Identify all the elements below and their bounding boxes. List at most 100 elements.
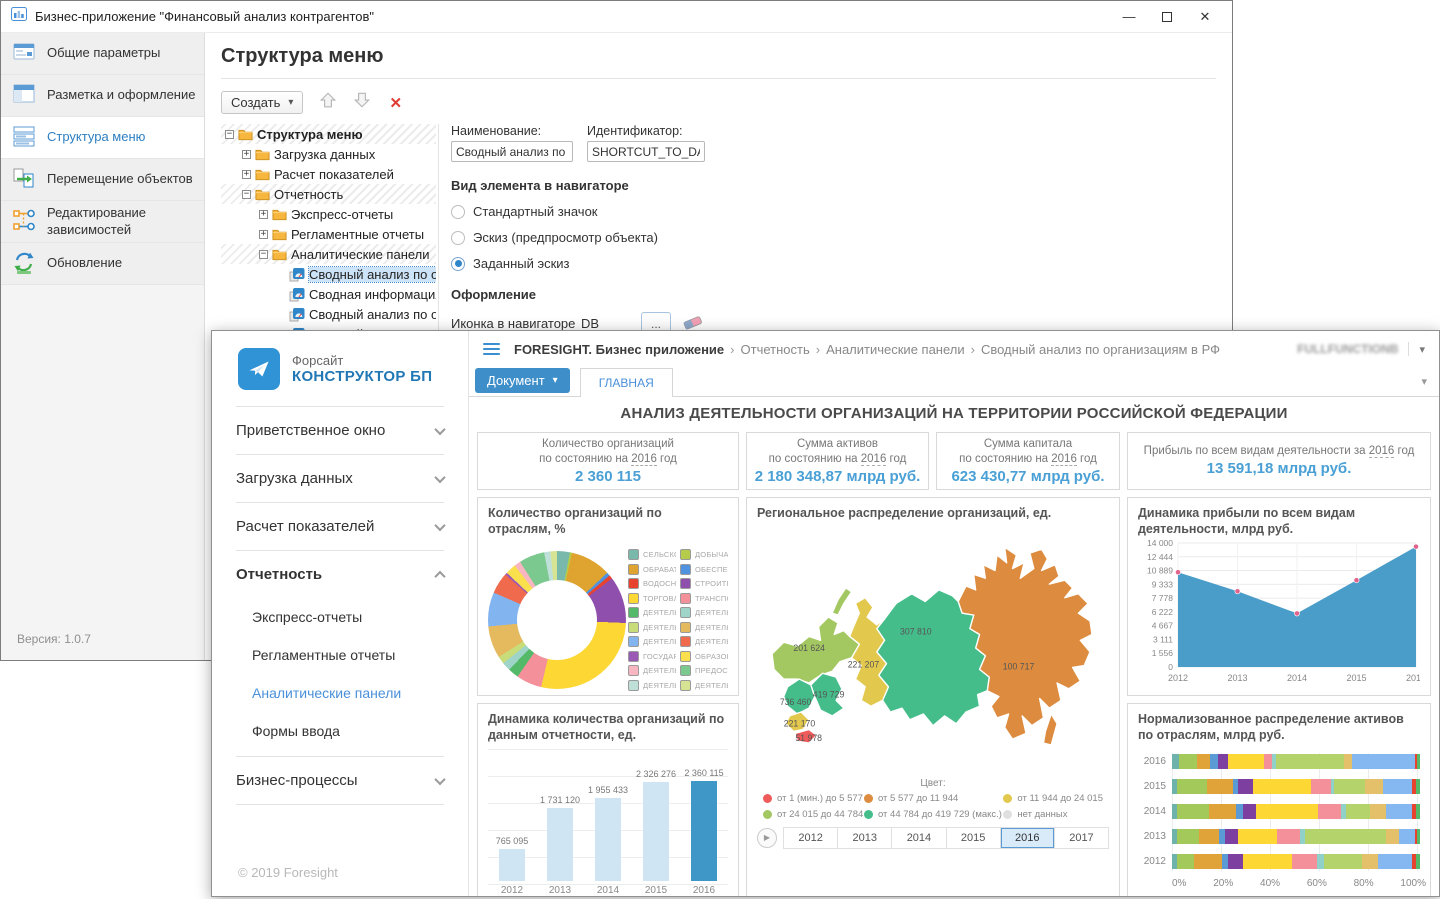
bar-segment <box>1176 829 1200 845</box>
map-region-central[interactable] <box>783 677 816 715</box>
bar[interactable] <box>691 781 717 882</box>
tree-row[interactable]: + Расчет показателей <box>221 164 436 184</box>
map-region-northwest-islands[interactable] <box>831 586 853 616</box>
tree-row[interactable]: − Аналитические панели <box>221 244 436 264</box>
map-region-urals[interactable] <box>848 596 890 707</box>
expand-icon[interactable]: + <box>259 228 268 239</box>
timeline-year[interactable]: 2014 <box>892 827 947 848</box>
bar[interactable] <box>499 849 525 882</box>
collapse-icon[interactable]: − <box>225 128 234 139</box>
sidebar-item-input-forms[interactable]: Формы ввода <box>252 723 340 739</box>
bar-column[interactable]: 1 955 433 2014 <box>584 749 632 896</box>
name-input[interactable] <box>451 141 573 162</box>
toolbar-caret-icon[interactable]: ▾ <box>1421 376 1427 388</box>
breadcrumb-root[interactable]: FORESIGHT. Бизнес приложение <box>514 341 725 357</box>
chevron-down-icon <box>434 519 446 531</box>
sidebar-item-analytic-panels[interactable]: Аналитические панели <box>252 685 402 701</box>
bar[interactable] <box>643 782 669 882</box>
bar-value-label: 1 955 433 <box>587 785 629 796</box>
bar[interactable] <box>595 798 621 882</box>
sidebar-item-regulated-reports[interactable]: Регламентные отчеты <box>252 647 396 663</box>
map-region-island[interactable] <box>1042 712 1058 746</box>
tree-row[interactable]: + Загрузка данных <box>221 144 436 164</box>
collapse-icon[interactable]: − <box>242 188 251 199</box>
bar-segment <box>1414 829 1418 845</box>
stacked-bar[interactable] <box>1172 804 1420 820</box>
legend-swatch <box>680 592 691 604</box>
timeline-year[interactable]: 2016 <box>1000 827 1055 848</box>
tree-label: Структура меню <box>257 126 363 142</box>
maximize-icon[interactable] <box>1148 4 1186 30</box>
stacked-bar[interactable] <box>1172 854 1420 870</box>
close-icon[interactable]: ✕ <box>1199 8 1211 24</box>
map-region-south[interactable] <box>784 710 810 732</box>
sidebar-section-indicators[interactable]: Расчет показателей <box>212 503 468 550</box>
year-link[interactable]: 2016 <box>1368 445 1395 459</box>
titlebar[interactable]: Бизнес-приложение "Финансовый анализ кон… <box>1 1 1232 33</box>
sidebar-item-edit-dependencies[interactable]: Редактирование зависимостей <box>1 201 204 243</box>
create-button[interactable]: Создать ▾ <box>221 91 304 114</box>
radio-icon[interactable] <box>451 204 465 219</box>
tree-row[interactable]: Сводный анализ по органи <box>221 304 436 324</box>
sidebar-item-general[interactable]: Общие параметры <box>1 33 204 75</box>
radio-checked-icon[interactable] <box>451 256 465 271</box>
radio-standard-icon[interactable]: Стандартный значок <box>451 204 1216 219</box>
sidebar-item-update[interactable]: Обновление <box>1 243 204 285</box>
sidebar-section-welcome[interactable]: Приветственное окно <box>212 407 468 454</box>
timeline-year[interactable]: 2013 <box>838 827 893 848</box>
bar[interactable] <box>547 808 573 882</box>
sidebar-section-reporting[interactable]: Отчетность <box>212 551 468 598</box>
tree-row[interactable]: Сводный анализ по орган <box>221 264 436 284</box>
identifier-input[interactable] <box>587 141 705 162</box>
collapse-icon[interactable]: − <box>259 248 268 259</box>
move-up-button[interactable] <box>319 91 337 114</box>
timeline-year[interactable]: 2017 <box>1054 827 1109 848</box>
play-button[interactable]: ▶ <box>757 827 777 848</box>
move-down-button[interactable] <box>353 91 371 114</box>
delete-button[interactable]: ✕ <box>389 94 403 112</box>
year-link[interactable]: 2016 <box>631 452 657 466</box>
tree-row[interactable]: + Регламентные отчеты <box>221 224 436 244</box>
expand-icon[interactable]: + <box>242 148 251 159</box>
breadcrumb-item[interactable]: Аналитические панели <box>826 341 965 357</box>
hamburger-menu-icon[interactable] <box>483 343 500 355</box>
tree-row[interactable]: Сводная информация по о <box>221 284 436 304</box>
sidebar-item-express-reports[interactable]: Экспресс-отчеты <box>252 609 363 625</box>
breadcrumb-item[interactable]: Отчетность <box>740 341 810 357</box>
map-region-north-caucasus[interactable] <box>794 728 818 744</box>
bar-category-label: 2012 <box>500 885 524 896</box>
tree-row[interactable]: + Экспресс-отчеты <box>221 204 436 224</box>
tree-row[interactable]: − Отчетность <box>221 184 436 204</box>
minimize-icon[interactable]: — <box>1122 9 1136 24</box>
tree-row[interactable]: − Структура меню <box>221 124 436 144</box>
radio-sketch-preview[interactable]: Эскиз (предпросмотр объекта) <box>451 230 1216 245</box>
stacked-bar[interactable] <box>1172 779 1420 795</box>
map-region-volga[interactable] <box>810 672 845 717</box>
eraser-icon[interactable] <box>681 312 705 335</box>
sidebar-section-business-processes[interactable]: Бизнес-процессы <box>212 757 468 804</box>
sidebar-section-data-load[interactable]: Загрузка данных <box>212 455 468 502</box>
stacked-bar[interactable] <box>1172 829 1420 845</box>
sidebar-item-layout[interactable]: Разметка и оформление <box>1 75 204 117</box>
timeline-year[interactable]: 2012 <box>784 827 839 848</box>
stacked-bar[interactable] <box>1172 754 1420 770</box>
tab-main[interactable]: ГЛАВНАЯ <box>579 368 673 397</box>
legend-swatch <box>628 578 639 590</box>
timeline-year[interactable]: 2015 <box>946 827 1001 848</box>
expand-icon[interactable]: + <box>259 208 268 219</box>
expand-icon[interactable]: + <box>242 168 251 179</box>
year-link[interactable]: 2016 <box>1051 452 1077 466</box>
map-region-far-east[interactable] <box>957 546 1093 740</box>
sidebar-item-move-objects[interactable]: Перемещение объектов <box>1 159 204 201</box>
year-link[interactable]: 2016 <box>860 452 887 466</box>
sidebar-item-menu-structure[interactable]: Структура меню <box>1 117 204 159</box>
radio-custom-sketch[interactable]: Заданный эскиз <box>451 256 1216 271</box>
bar-column[interactable]: 2 326 276 2015 <box>632 749 680 896</box>
bar-column[interactable]: 765 095 2012 <box>488 749 536 896</box>
dashboard: АНАЛИЗ ДЕЯТЕЛЬНОСТИ ОРГАНИЗАЦИЙ НА ТЕРРИ… <box>469 397 1439 896</box>
bar-column[interactable]: 2 360 115 2016 <box>680 749 728 896</box>
document-menu-button[interactable]: Документ ▾ <box>475 368 570 393</box>
user-menu-caret-icon[interactable]: ▾ <box>1419 343 1425 356</box>
bar-column[interactable]: 1 731 120 2013 <box>536 749 584 896</box>
radio-icon[interactable] <box>451 230 465 245</box>
